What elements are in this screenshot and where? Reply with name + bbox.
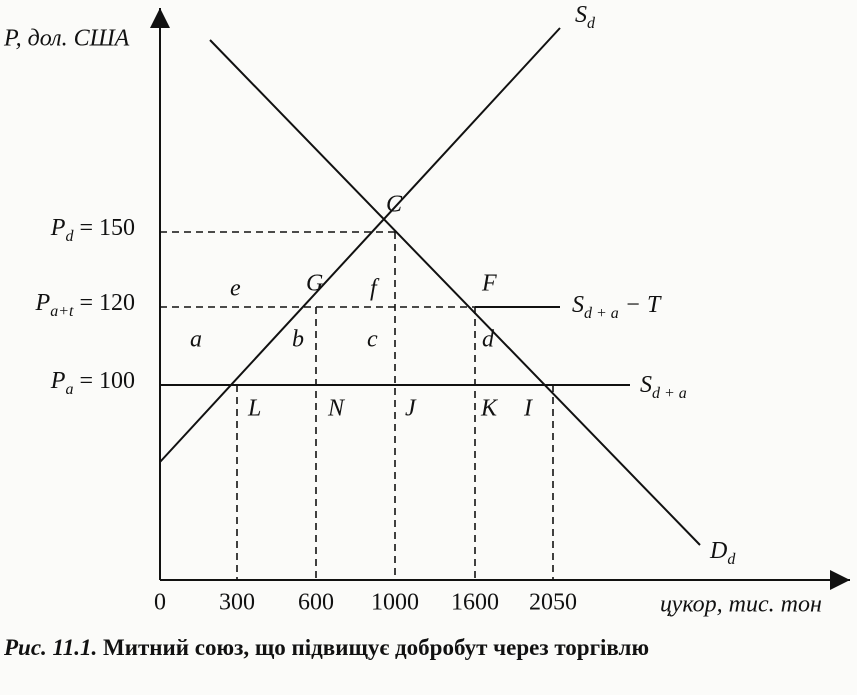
area-label: c	[367, 327, 378, 353]
y-axis-label: P, дол. США	[3, 26, 130, 52]
symbol: P	[50, 368, 66, 394]
point-label: N	[327, 396, 346, 422]
subscript: a+t	[50, 303, 74, 320]
symbol: S	[572, 292, 584, 318]
area-label: a	[190, 327, 202, 353]
caption-number: Рис. 11.1.	[4, 635, 98, 660]
price-label: Pa = 100	[50, 368, 135, 398]
subscript: d	[65, 228, 74, 245]
x-tick-label: 0	[154, 590, 166, 616]
symbol: S	[575, 2, 587, 28]
x-tick-label: 2050	[529, 590, 577, 616]
x-tick-label: 1600	[451, 590, 499, 616]
demand-line	[209, 39, 701, 546]
point-label: K	[480, 396, 499, 422]
x-axis-label: цукор, тис. тон	[660, 592, 822, 618]
x-tick-label: 1000	[371, 590, 419, 616]
value: = 120	[73, 290, 135, 316]
value: = 150	[73, 215, 135, 241]
caption: Рис. 11.1. Митний союз, що підвищує добр…	[4, 632, 784, 664]
subscript: a	[65, 381, 73, 398]
subscript: d	[727, 551, 736, 568]
x-tick-label: 300	[219, 590, 255, 616]
point-label: G	[306, 271, 323, 297]
curve-label: Sd + a	[640, 372, 687, 402]
area-label: f	[370, 276, 380, 302]
curve-label: Sd + a − T	[572, 292, 662, 322]
value: = 100	[73, 368, 135, 394]
diagram: P, дол. США цукор, тис. тон 0 300 600 10…	[3, 2, 850, 618]
area-label: d	[482, 327, 495, 353]
curve-label: Sd	[575, 2, 596, 32]
area-label: b	[292, 327, 304, 353]
point-label: C	[386, 192, 403, 218]
price-label: Pd = 150	[50, 215, 135, 245]
symbol: D	[709, 538, 727, 564]
caption-text: Митний союз, що підвищує добробут через …	[103, 635, 650, 660]
curve-label: Dd	[709, 538, 736, 568]
supply-line	[159, 27, 561, 463]
subscript: d + a	[652, 385, 687, 402]
point-label: I	[523, 396, 533, 422]
subscript: d	[587, 15, 596, 32]
area-label: e	[230, 276, 241, 302]
point-label: J	[405, 396, 417, 422]
subscript: d + a	[584, 305, 619, 322]
point-label: L	[247, 396, 261, 422]
tariff: − T	[619, 292, 662, 318]
symbol: S	[640, 372, 652, 398]
x-tick-label: 600	[298, 590, 334, 616]
symbol: P	[35, 290, 51, 316]
price-label: Pa+t = 120	[35, 290, 135, 320]
symbol: P	[50, 215, 66, 241]
point-label: F	[481, 271, 497, 297]
